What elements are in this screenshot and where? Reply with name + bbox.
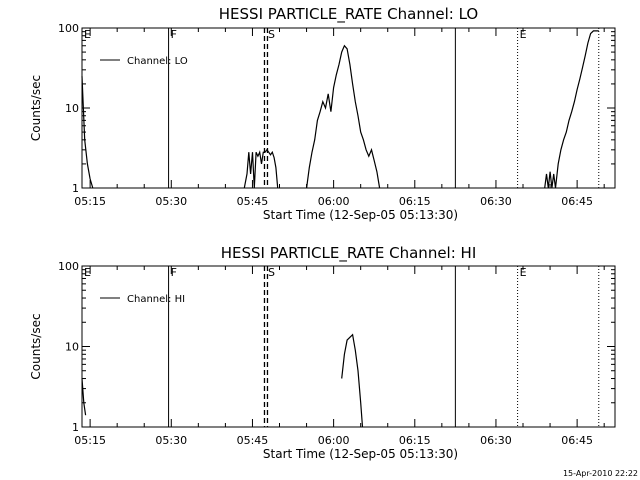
y-axis-label: Counts/sec <box>29 313 43 379</box>
chart-title: HESSI PARTICLE_RATE Channel: LO <box>219 5 478 24</box>
series-line-lo <box>544 30 599 189</box>
series-line-lo <box>306 44 381 189</box>
event-marker-label: F <box>171 266 177 279</box>
y-tick-label: 10 <box>65 341 79 354</box>
event-marker-label: S <box>268 266 275 279</box>
plot-frame <box>81 27 616 189</box>
x-tick-label: 06:45 <box>561 434 593 447</box>
x-tick-label: 06:30 <box>480 434 512 447</box>
x-tick-label: 05:45 <box>237 434 269 447</box>
x-tick-label: 06:00 <box>318 195 350 208</box>
event-marker-label: E <box>520 266 527 279</box>
event-marker-label: F <box>171 28 177 41</box>
y-tick-label: 100 <box>58 22 79 35</box>
panel-hi: HESSI PARTICLE_RATE Channel: HI 1 10 100 05:… <box>29 244 616 461</box>
panel-lo: HESSI PARTICLE_RATE Channel: LO 1 10 100 05:… <box>29 5 616 222</box>
series-line-lo <box>81 76 94 189</box>
x-tick-label: 05:30 <box>155 195 187 208</box>
event-marker-label: E <box>84 28 91 41</box>
footer-timestamp: 15-Apr-2010 22:22 <box>563 469 638 478</box>
chart-title: HESSI PARTICLE_RATE Channel: HI <box>221 244 477 263</box>
x-tick-label: 05:45 <box>237 195 269 208</box>
x-axis-label: Start Time (12-Sep-05 05:13:30) <box>263 208 458 222</box>
y-tick-label: 10 <box>65 102 79 115</box>
legend-label: Channel: HI <box>127 294 185 305</box>
series-line-lo <box>243 148 279 189</box>
event-marker-label: E <box>84 266 91 279</box>
x-tick-label: 05:15 <box>74 434 106 447</box>
series-line-hi <box>341 333 364 428</box>
y-tick-label: 1 <box>72 182 79 195</box>
plot-frame <box>81 265 616 428</box>
x-tick-label: 05:30 <box>155 434 187 447</box>
series-line-hi <box>81 378 87 416</box>
event-marker-label: E <box>520 28 527 41</box>
y-tick-label: 100 <box>58 260 79 273</box>
x-tick-label: 06:15 <box>399 434 431 447</box>
x-tick-label: 06:30 <box>480 195 512 208</box>
x-axis-label: Start Time (12-Sep-05 05:13:30) <box>263 447 458 461</box>
x-tick-label: 06:15 <box>399 195 431 208</box>
legend-label: Channel: LO <box>127 56 188 67</box>
y-tick-label: 1 <box>72 421 79 434</box>
x-tick-label: 06:45 <box>561 195 593 208</box>
x-tick-label: 05:15 <box>74 195 106 208</box>
x-tick-label: 06:00 <box>318 434 350 447</box>
event-marker-label: S <box>268 28 275 41</box>
y-axis-label: Counts/sec <box>29 75 43 141</box>
